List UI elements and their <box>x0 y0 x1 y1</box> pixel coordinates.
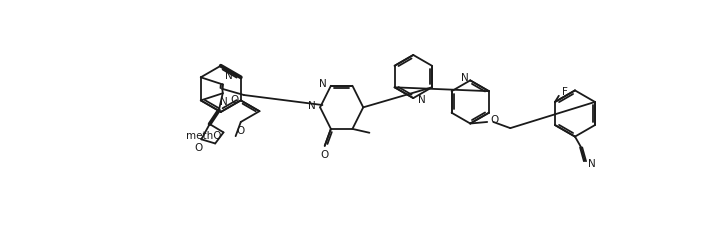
Text: O: O <box>320 150 329 160</box>
Text: N: N <box>318 79 326 89</box>
Text: F: F <box>562 87 568 97</box>
Text: O: O <box>194 143 202 153</box>
Text: N: N <box>418 96 426 105</box>
Text: N: N <box>225 71 233 81</box>
Text: O: O <box>237 126 245 136</box>
Text: O: O <box>490 115 498 126</box>
Text: O: O <box>230 96 239 105</box>
Text: methO: methO <box>186 131 222 141</box>
Text: N: N <box>219 97 227 107</box>
Text: N: N <box>588 159 596 169</box>
Text: N: N <box>308 101 315 111</box>
Text: N: N <box>461 73 469 83</box>
